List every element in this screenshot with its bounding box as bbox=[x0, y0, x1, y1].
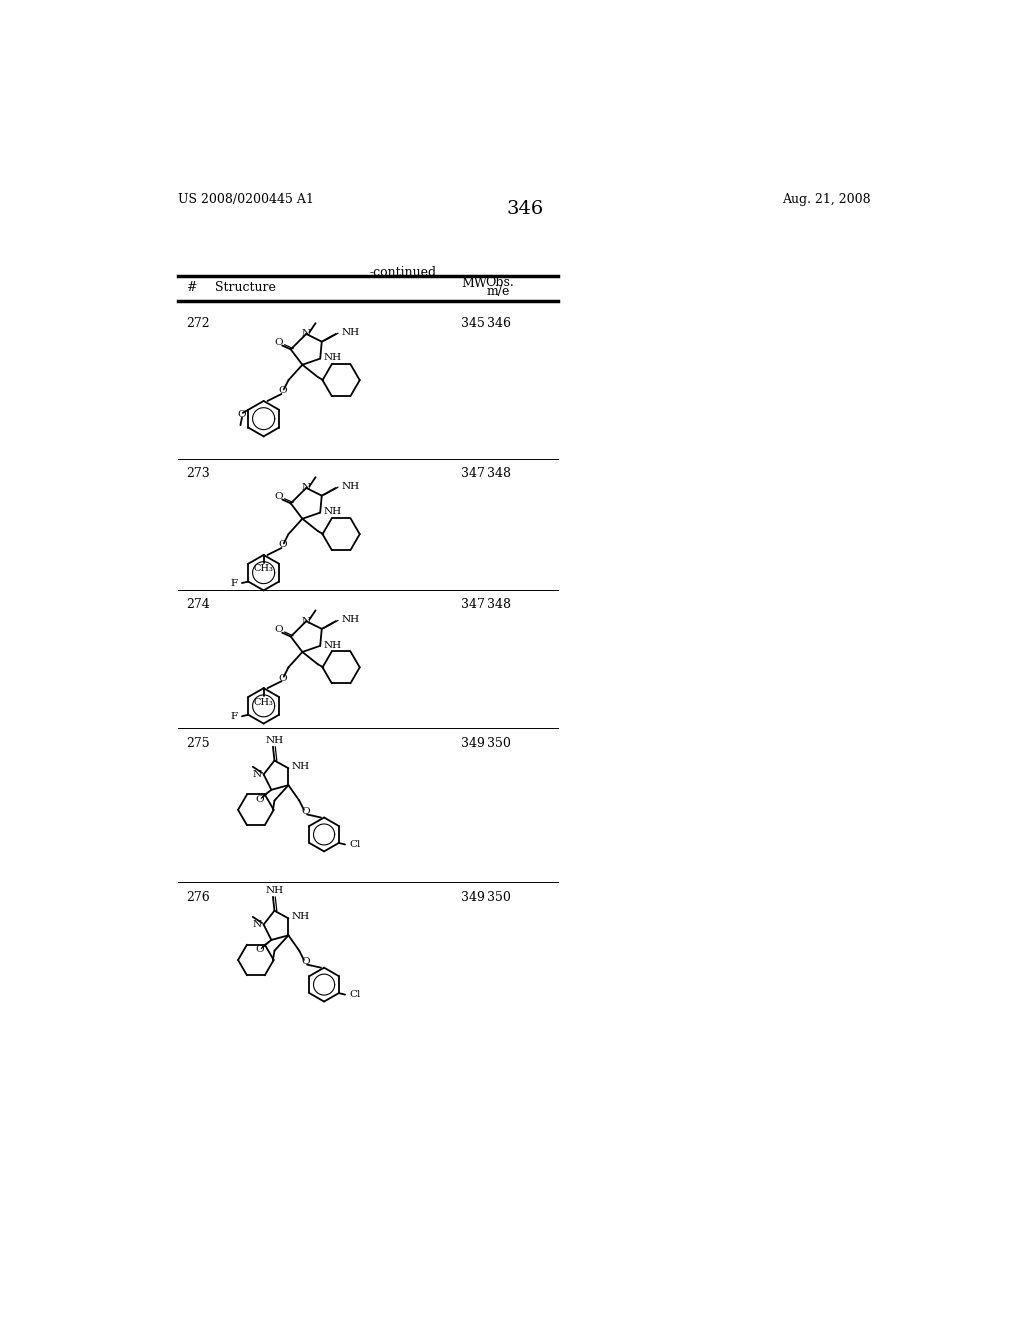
Text: NH: NH bbox=[342, 482, 360, 491]
Text: NH: NH bbox=[292, 762, 309, 771]
Text: -continued: -continued bbox=[370, 267, 436, 280]
Text: O: O bbox=[278, 387, 287, 396]
Text: Structure: Structure bbox=[215, 281, 275, 294]
Text: 348: 348 bbox=[486, 467, 511, 480]
Text: Cl: Cl bbox=[349, 990, 361, 999]
Text: O: O bbox=[301, 957, 310, 966]
Text: NH: NH bbox=[342, 327, 360, 337]
Text: NH: NH bbox=[324, 507, 341, 516]
Text: 275: 275 bbox=[186, 737, 210, 750]
Text: #: # bbox=[186, 281, 197, 294]
Text: NH: NH bbox=[342, 615, 360, 624]
Text: N: N bbox=[253, 770, 262, 779]
Text: O: O bbox=[255, 796, 264, 804]
Text: CH₃: CH₃ bbox=[254, 565, 273, 573]
Text: N: N bbox=[302, 616, 311, 626]
Text: O: O bbox=[274, 338, 284, 347]
Text: 350: 350 bbox=[486, 737, 511, 750]
Text: O: O bbox=[238, 411, 247, 418]
Text: NH: NH bbox=[265, 737, 284, 744]
Text: 350: 350 bbox=[486, 891, 511, 904]
Text: F: F bbox=[230, 711, 238, 721]
Text: O: O bbox=[255, 945, 264, 954]
Text: O: O bbox=[278, 673, 287, 682]
Text: NH: NH bbox=[324, 640, 341, 649]
Text: 349: 349 bbox=[461, 737, 485, 750]
Text: 348: 348 bbox=[486, 598, 511, 611]
Text: US 2008/0200445 A1: US 2008/0200445 A1 bbox=[178, 193, 314, 206]
Text: 272: 272 bbox=[186, 317, 210, 330]
Text: O: O bbox=[301, 807, 310, 816]
Text: MW: MW bbox=[461, 277, 487, 290]
Text: CH₃: CH₃ bbox=[254, 697, 273, 706]
Text: O: O bbox=[274, 626, 284, 634]
Text: 274: 274 bbox=[186, 598, 210, 611]
Text: 346: 346 bbox=[506, 199, 544, 218]
Text: F: F bbox=[230, 578, 238, 587]
Text: N: N bbox=[302, 483, 311, 492]
Text: 345: 345 bbox=[461, 317, 485, 330]
Text: NH: NH bbox=[292, 912, 309, 921]
Text: 349: 349 bbox=[461, 891, 485, 904]
Text: 347: 347 bbox=[461, 598, 485, 611]
Text: O: O bbox=[278, 540, 287, 549]
Text: 273: 273 bbox=[186, 467, 210, 480]
Text: Cl: Cl bbox=[349, 840, 361, 849]
Text: Obs.: Obs. bbox=[485, 276, 514, 289]
Text: 347: 347 bbox=[461, 467, 485, 480]
Text: NH: NH bbox=[324, 354, 341, 362]
Text: Aug. 21, 2008: Aug. 21, 2008 bbox=[782, 193, 870, 206]
Text: N: N bbox=[302, 330, 311, 338]
Text: 346: 346 bbox=[486, 317, 511, 330]
Text: N: N bbox=[253, 920, 262, 929]
Text: O: O bbox=[274, 492, 284, 500]
Text: NH: NH bbox=[265, 886, 284, 895]
Text: 276: 276 bbox=[186, 891, 210, 904]
Text: m/e: m/e bbox=[486, 285, 510, 298]
